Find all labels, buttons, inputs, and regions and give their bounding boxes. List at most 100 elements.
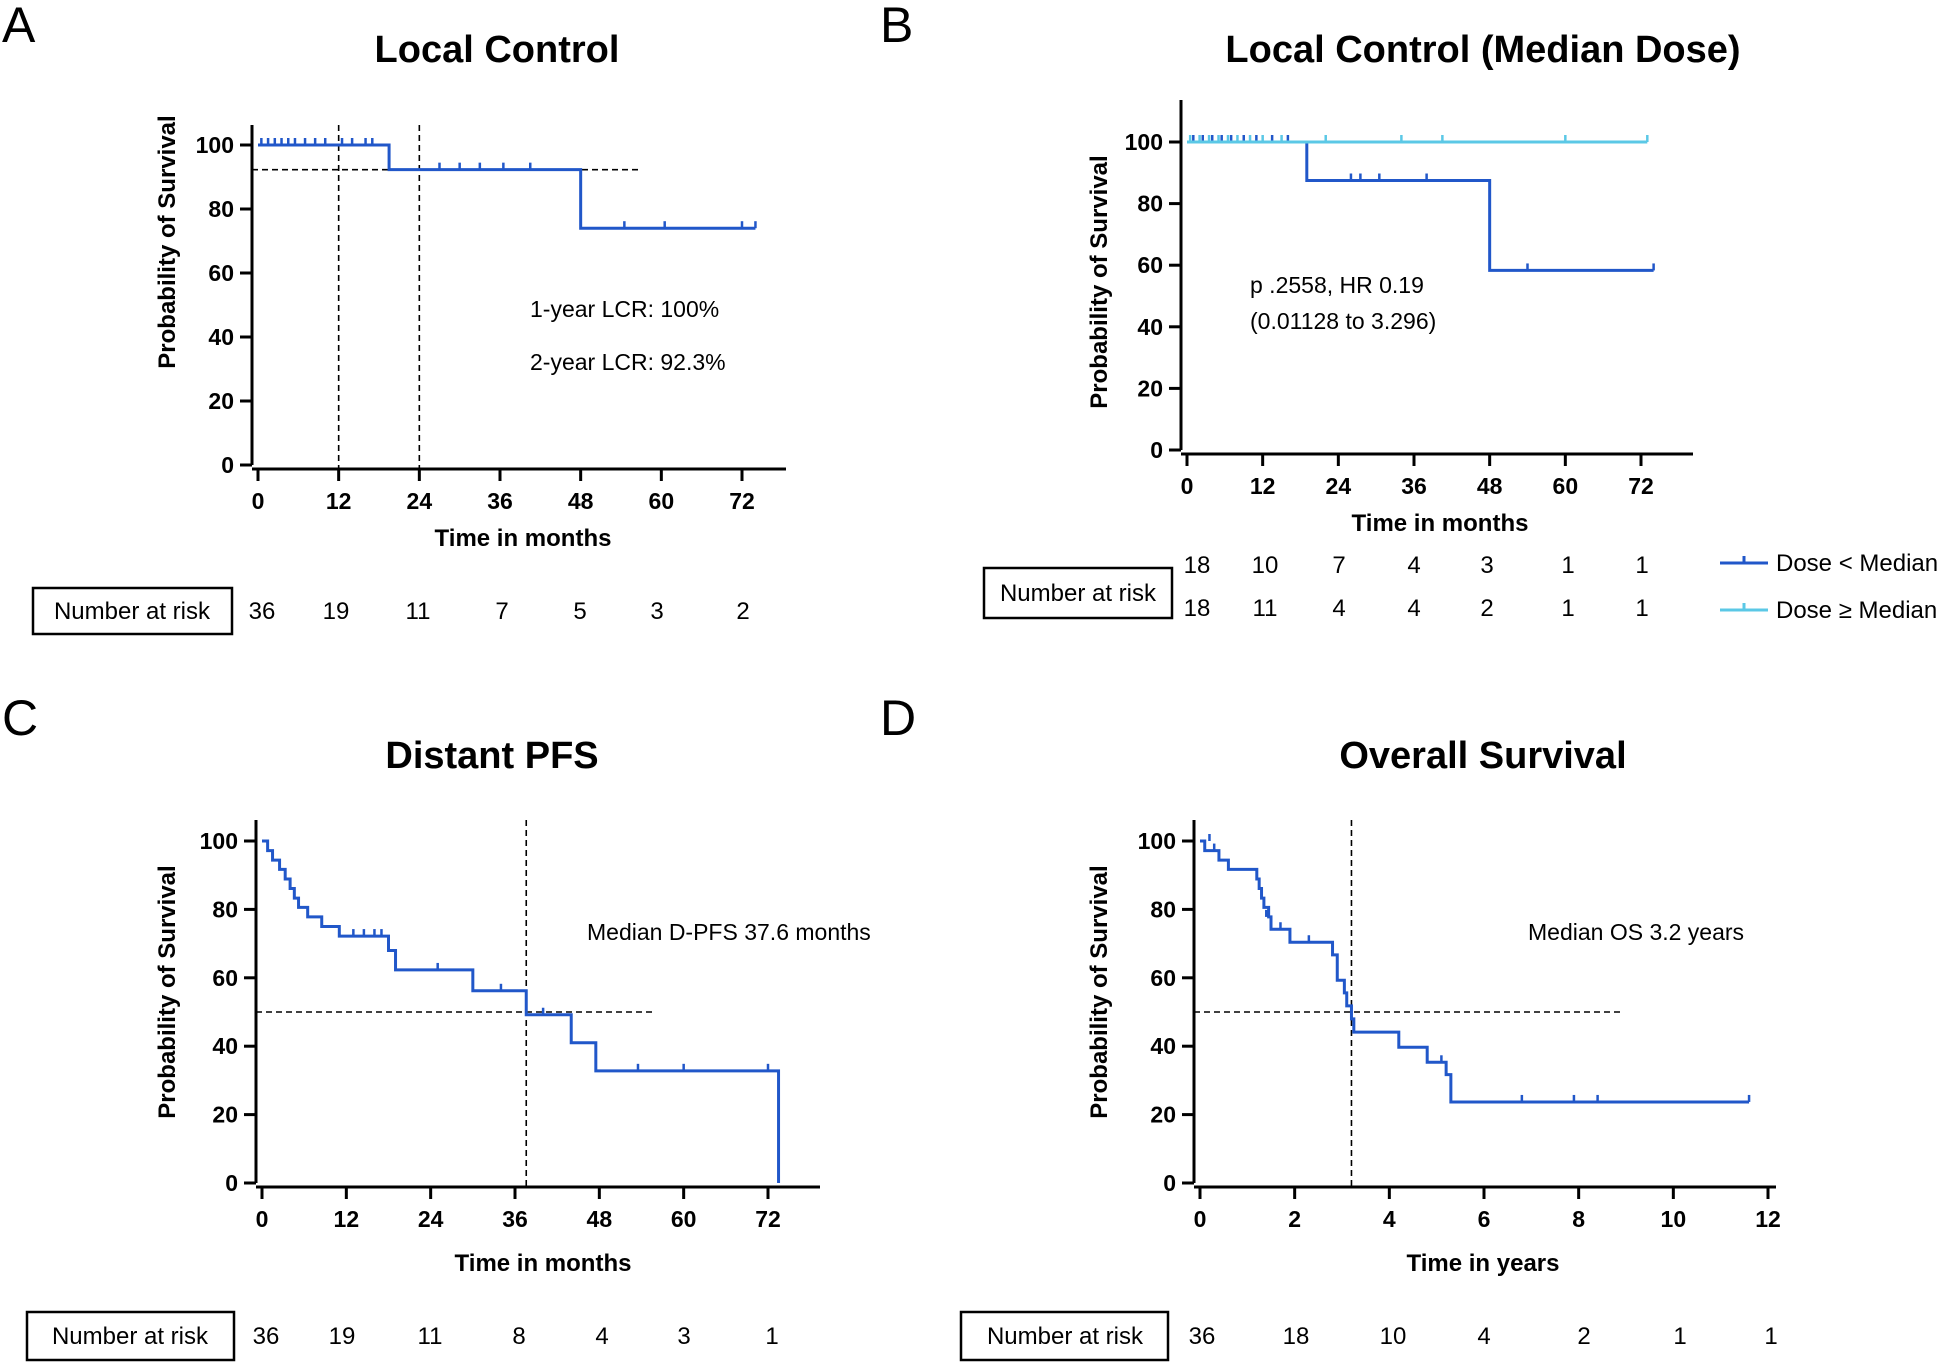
legend-label-dose-above: Dose ≥ Median [1776,597,1937,624]
panel-a-risk-value: 5 [573,598,586,625]
panel-b-plot: 0 20 40 60 80 100 0 12 24 36 48 60 72 [1125,100,1693,499]
panel-d-x-tick-label: 6 [1478,1206,1491,1232]
panel-d-x-tick-label: 0 [1194,1206,1207,1232]
panel-b-risk-value: 1 [1635,552,1648,579]
panel-c-x-tick-label: 72 [755,1206,781,1232]
panel-c-x-tick-label: 0 [256,1206,269,1232]
panel-a-plot: 0 20 40 60 80 100 0 12 24 36 48 60 72 [196,125,786,514]
panel-b-risk-value: 11 [1253,595,1278,622]
panel-a-ylabel: Probability of Survival [154,115,181,368]
panel-letter-a: A [2,0,36,53]
panel-a-risk-value: 11 [406,598,431,625]
panel-d-xlabel: Time in years [1407,1250,1560,1277]
panel-b-y-tick-label: 80 [1137,191,1163,217]
panel-c-y-tick-label: 60 [212,965,238,991]
panel-d-y-tick-label: 40 [1150,1033,1176,1059]
panel-b-curve-1 [1187,140,1654,272]
panel-c-x-tick-label: 36 [502,1206,528,1232]
panel-b-x-tick-label: 24 [1326,473,1352,499]
panel-c-risk-value: 4 [595,1323,608,1350]
panel-d-risk-value: 1 [1764,1323,1777,1350]
panel-d-x-tick-label: 12 [1755,1206,1781,1232]
panel-d-y-tick-label: 60 [1150,965,1176,991]
panel-c-x-tick-label: 12 [334,1206,360,1232]
panel-b-x-tick-label: 72 [1628,473,1654,499]
panel-c-annotation-1: Median D-PFS 37.6 months [587,919,871,945]
panel-d-risk-label-box [959,1310,1170,1362]
panel-d-risk-value: 2 [1577,1323,1590,1350]
panel-c-title: Distant PFS [385,735,598,777]
panel-c-plot: 0 20 40 60 80 100 0 12 24 36 48 60 72 [200,820,820,1232]
panel-d-title: Overall Survival [1339,735,1626,777]
legend-label-dose-below: Dose < Median [1776,550,1938,577]
panel-d-risk-row: 36 18 10 4 2 1 1 [1189,1323,1778,1350]
panel-a-y-tick-label: 60 [208,260,234,286]
panel-a-risk-value: 36 [249,598,276,625]
panel-a-risk-value: 19 [323,598,350,625]
panel-b-risk-value: 10 [1252,552,1279,579]
panel-a-y-tick-label: 40 [208,324,234,350]
panel-b-x-tick-label: 48 [1477,473,1503,499]
panel-b-x-tick-label: 36 [1401,473,1427,499]
panel-a-x-tick-label: 0 [252,488,265,514]
panel-c-risk-value: 8 [512,1323,525,1350]
panel-d-y-tick-label: 20 [1150,1102,1176,1128]
panel-b-risk-value: 4 [1332,595,1345,622]
panel-b-risk-value: 3 [1480,552,1493,579]
panel-d-risk-value: 36 [1189,1323,1216,1350]
panel-c-risk-value: 11 [418,1323,443,1350]
panel-a-annotation-2: 2-year LCR: 92.3% [530,349,726,375]
panel-b-y-tick-label: 20 [1137,375,1163,401]
panel-b: B Local Control (Median Dose) Probabilit… [880,0,1938,624]
panel-d-annotation-1: Median OS 3.2 years [1528,919,1744,945]
panel-c-y-tick-label: 40 [212,1033,238,1059]
panel-d-plot: 0 20 40 60 80 100 0 2 4 6 8 10 12 [1138,820,1781,1232]
panel-letter-d: D [880,690,916,746]
panel-a-y-tick-label: 80 [208,196,234,222]
panel-c-y-tick-label: 0 [225,1170,238,1196]
panel-a: A Local Control Probability of Survival … [2,0,786,636]
panel-a-risk-value: 7 [495,598,508,625]
panel-b-x-tick-label: 60 [1553,473,1579,499]
panel-c-curve-1 [262,839,781,1183]
panel-c-y-tick-label: 20 [212,1102,238,1128]
panel-a-risk-value: 3 [650,598,663,625]
panel-c-risk-value: 1 [765,1323,778,1350]
panel-d-risk-value: 10 [1380,1323,1407,1350]
panel-a-xlabel: Time in months [435,525,612,552]
panel-b-risk-value: 1 [1635,595,1648,622]
panel-b-risk-row-1: 18 10 7 4 3 1 1 [1184,552,1649,579]
panel-c-x-tick-label: 24 [418,1206,444,1232]
panel-c-risk-value: 3 [677,1323,690,1350]
panel-c-risk-value: 19 [329,1323,356,1350]
panel-b-risk-row-2: 18 11 4 4 2 1 1 [1184,595,1649,622]
panel-d: D Overall Survival Probability of Surviv… [880,690,1781,1362]
panel-a-x-tick-label: 36 [487,488,513,514]
panel-b-x-tick-label: 12 [1250,473,1276,499]
panel-a-y-tick-label: 0 [221,452,234,478]
panel-b-risk-value: 1 [1561,595,1574,622]
panel-d-risk-label: Number at risk [987,1323,1144,1350]
panel-b-risk-label: Number at risk [1000,580,1157,607]
panel-d-y-tick-label: 100 [1138,828,1176,854]
panel-c-ylabel: Probability of Survival [154,865,181,1118]
panel-b-risk-label-box [982,566,1174,620]
panel-a-risk-label-box [31,586,234,636]
panel-d-risk-value: 1 [1673,1323,1686,1350]
panel-b-annotation-1: p .2558, HR 0.19 [1250,272,1424,298]
panel-d-x-tick-label: 8 [1572,1206,1585,1232]
panel-b-y-tick-label: 60 [1137,252,1163,278]
panel-a-x-tick-label: 60 [649,488,675,514]
panel-b-y-tick-label: 100 [1125,129,1163,155]
panel-a-title: Local Control [375,29,620,71]
panel-d-ylabel: Probability of Survival [1086,865,1113,1118]
panel-b-y-tick-label: 0 [1150,437,1163,463]
panel-c-x-tick-label: 48 [587,1206,613,1232]
panel-b-x-tick-label: 0 [1181,473,1194,499]
panel-c-y-tick-label: 100 [200,828,238,854]
panel-d-risk-value: 4 [1477,1323,1490,1350]
panel-d-y-tick-label: 0 [1163,1170,1176,1196]
panel-b-risk-value: 4 [1407,595,1420,622]
panel-a-y-tick-label: 20 [208,388,234,414]
